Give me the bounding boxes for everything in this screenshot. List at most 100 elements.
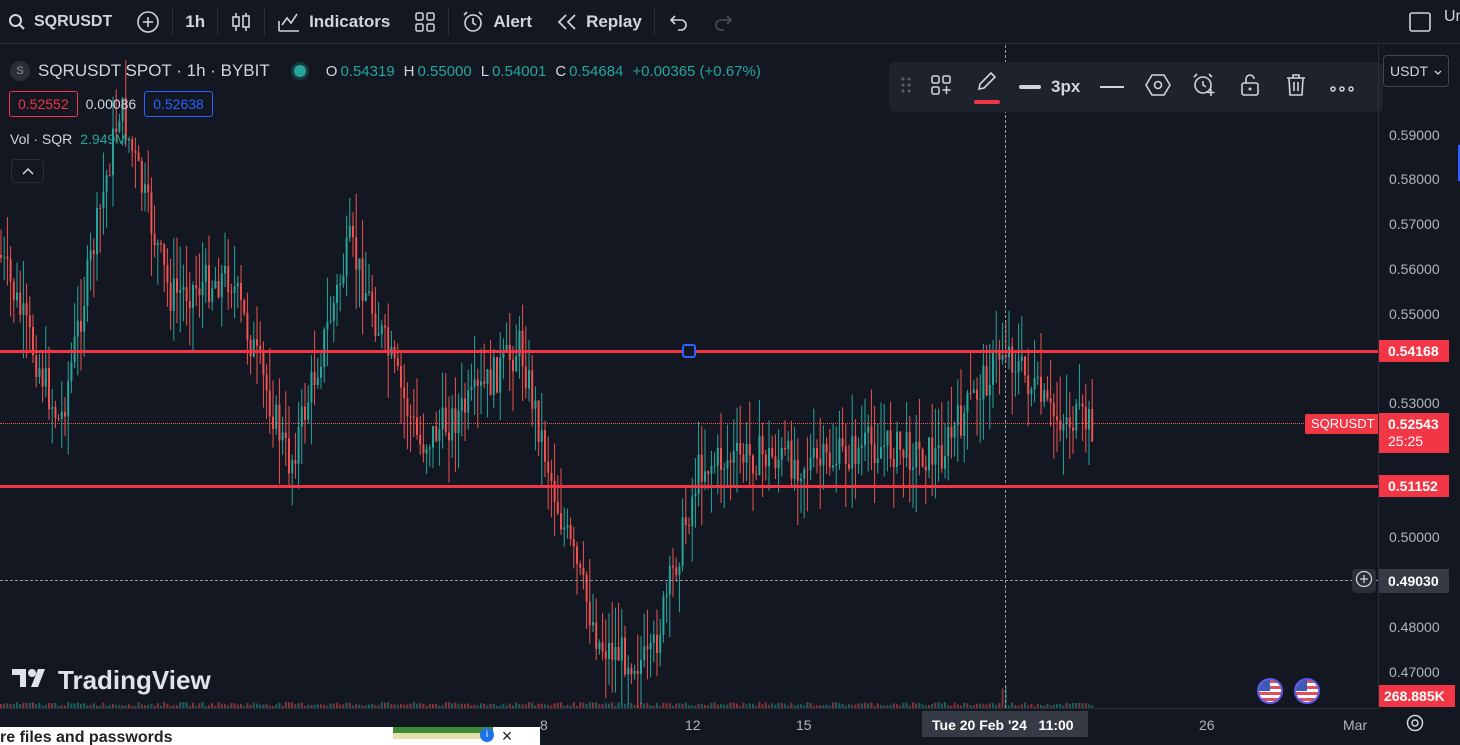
- axis-settings-button[interactable]: [1403, 713, 1427, 737]
- volume-bar: [166, 703, 169, 708]
- line-style-button[interactable]: [1092, 67, 1132, 107]
- chart-type-button[interactable]: [218, 0, 264, 44]
- interval-button[interactable]: 1h: [173, 0, 217, 44]
- volume-bar: [252, 702, 255, 708]
- delete-button[interactable]: [1276, 67, 1316, 107]
- candle-body: [524, 366, 527, 389]
- volume-bar: [307, 704, 310, 708]
- candle-body: [342, 275, 345, 284]
- volume-bar: [592, 702, 594, 708]
- candle-body: [396, 358, 399, 367]
- candle-body: [908, 432, 911, 470]
- candle-body: [355, 237, 358, 270]
- replay-button[interactable]: Replay: [544, 0, 654, 44]
- candle-body: [118, 121, 121, 132]
- volume-bar: [288, 702, 290, 708]
- volume-bar: [19, 704, 22, 708]
- more-button[interactable]: [1322, 67, 1362, 107]
- candle-body: [819, 458, 822, 466]
- crosshair-add-button[interactable]: [1352, 569, 1376, 593]
- volume-bar: [3, 703, 6, 708]
- symbol-title[interactable]: SQRUSDT SPOT · 1h · BYBIT: [38, 61, 270, 80]
- candle-body: [454, 408, 457, 433]
- candle-body: [960, 405, 962, 436]
- bid-price[interactable]: 0.52552: [9, 91, 78, 117]
- collapse-legend-button[interactable]: [11, 159, 44, 183]
- lock-button[interactable]: [1230, 67, 1270, 107]
- layouts-button[interactable]: [402, 0, 448, 44]
- line-width-button[interactable]: 3px: [1013, 67, 1086, 107]
- candle-body: [704, 471, 706, 482]
- templates-button[interactable]: [921, 67, 961, 107]
- volume-bar: [572, 702, 575, 708]
- line-color-button[interactable]: [967, 67, 1007, 107]
- candle-body: [419, 434, 422, 445]
- tradingview-watermark[interactable]: TradingView: [12, 665, 211, 696]
- us-flag-event-icon[interactable]: [1294, 678, 1320, 704]
- candle-body: [185, 287, 188, 301]
- candle-body: [643, 646, 646, 661]
- line-anchor-handle[interactable]: [682, 344, 696, 358]
- volume-bar: [745, 704, 748, 708]
- candle-body: [38, 368, 41, 377]
- candle-body: [246, 313, 249, 340]
- volume-bar: [643, 703, 646, 708]
- candle-body: [892, 458, 895, 467]
- volume-bar: [236, 704, 239, 708]
- volume-bar: [444, 702, 447, 708]
- candle-body: [579, 563, 582, 568]
- alert-button[interactable]: Alert: [449, 0, 544, 44]
- candle-body: [297, 426, 300, 464]
- candle-body: [774, 456, 777, 469]
- upper-line-price-label: 0.54168: [1379, 340, 1449, 362]
- chart-pane[interactable]: S SQRUSDT SPOT · 1h · BYBIT O 0.54319 H 0.…: [0, 45, 1378, 708]
- volume-bar: [89, 704, 92, 708]
- volume-bar: [441, 705, 444, 708]
- time-tick: 8: [540, 717, 548, 733]
- volume-bar: [956, 704, 959, 708]
- candle-body: [275, 404, 278, 430]
- candle-body: [521, 330, 524, 367]
- settings-button[interactable]: [1138, 67, 1178, 107]
- volume-bar: [1081, 703, 1084, 708]
- candle-body: [476, 379, 479, 386]
- candle-body: [278, 404, 281, 441]
- candle-body: [9, 259, 12, 282]
- volume-bar: [492, 703, 495, 708]
- compare-symbol-button[interactable]: [124, 0, 172, 44]
- horizontal-line-lower[interactable]: [0, 485, 1378, 488]
- candle-body: [51, 407, 54, 410]
- price-axis[interactable]: USDT 0.59000 0.58000 0.57000 0.56000 0.5…: [1378, 45, 1460, 708]
- interval-label: 1h: [185, 11, 206, 31]
- volume-bar: [1059, 704, 1062, 708]
- volume-bar: [134, 705, 137, 708]
- volume-bar: [102, 702, 105, 708]
- volume-bar: [243, 705, 246, 708]
- time-axis[interactable]: 8 12 15 26 Mar Tue 20 Feb '24 11:00: [0, 708, 1424, 740]
- candle-body: [1030, 389, 1033, 395]
- indicators-button[interactable]: Indicators: [265, 0, 402, 44]
- volume-bar: [688, 705, 690, 708]
- candle-body: [160, 243, 162, 245]
- us-flag-event-icon[interactable]: [1257, 678, 1283, 704]
- close-icon[interactable]: ×: [501, 727, 513, 745]
- volume-bar: [387, 702, 390, 708]
- info-icon[interactable]: i: [480, 728, 494, 742]
- candle-body: [828, 452, 831, 468]
- currency-selector[interactable]: USDT: [1383, 55, 1449, 87]
- redo-button[interactable]: [701, 0, 747, 44]
- volume-bar: [819, 705, 822, 708]
- divider: [217, 7, 219, 36]
- volume-bar: [953, 702, 956, 708]
- add-alert-button[interactable]: [1184, 67, 1224, 107]
- candle-body: [739, 442, 742, 455]
- fullscreen-button[interactable]: [1396, 0, 1444, 44]
- ask-price[interactable]: 0.52638: [144, 91, 213, 117]
- candle-body: [1091, 408, 1094, 442]
- candle-body: [460, 398, 463, 411]
- undo-button[interactable]: [655, 0, 701, 44]
- candle-body: [163, 244, 166, 266]
- symbol-search-button[interactable]: SQRUSDT: [0, 0, 124, 44]
- candle-body: [547, 461, 550, 473]
- drag-handle[interactable]: [897, 67, 915, 107]
